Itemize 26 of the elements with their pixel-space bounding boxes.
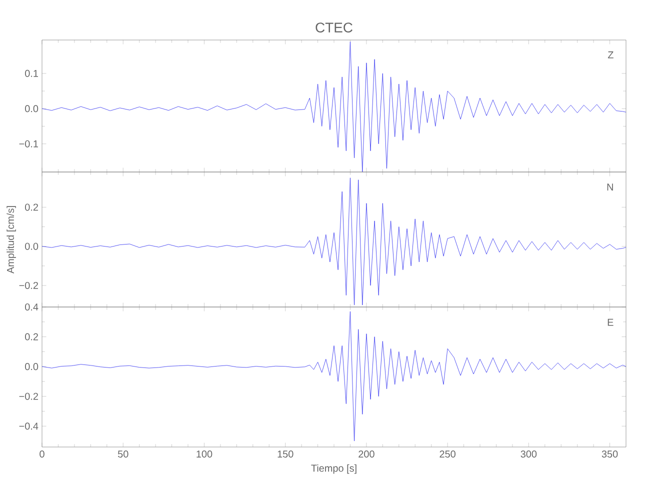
x-tick-label: 250 <box>440 450 456 458</box>
x-tick-label: 0 <box>40 450 44 458</box>
annotation: E <box>608 318 614 326</box>
y-tick-label: 0.0 <box>25 242 38 250</box>
x-tick-label: 300 <box>520 450 537 458</box>
x-tick-label: 50 <box>118 450 128 458</box>
y-tick-label: 0.4 <box>25 303 38 311</box>
y-tick-label: 0.1 <box>25 70 38 77</box>
y-axis-title: Amplitud [cm/s] <box>6 206 16 274</box>
y-tick-label: −0.2 <box>19 392 38 400</box>
line-series <box>42 178 626 306</box>
x-axis-title: Tiempo [s] <box>311 464 356 474</box>
y-tick-label: 0.2 <box>25 204 38 211</box>
x-tick-label: 100 <box>196 450 212 458</box>
y-tick-label: −0.2 <box>19 282 38 289</box>
y-tick-label: 0.0 <box>25 363 38 370</box>
chart-title: CTEC <box>316 22 352 32</box>
y-tick-label: 0.0 <box>25 105 38 112</box>
x-tick-label: 350 <box>602 450 618 458</box>
annotation: N <box>607 184 613 190</box>
y-tick-label: 0.2 <box>25 333 38 340</box>
y-tick-label: −0.4 <box>19 422 38 430</box>
x-tick-label: 150 <box>278 450 294 458</box>
annotation: Z <box>608 51 614 58</box>
y-tick-label: −0.1 <box>19 140 38 148</box>
x-tick-label: 200 <box>358 450 374 458</box>
